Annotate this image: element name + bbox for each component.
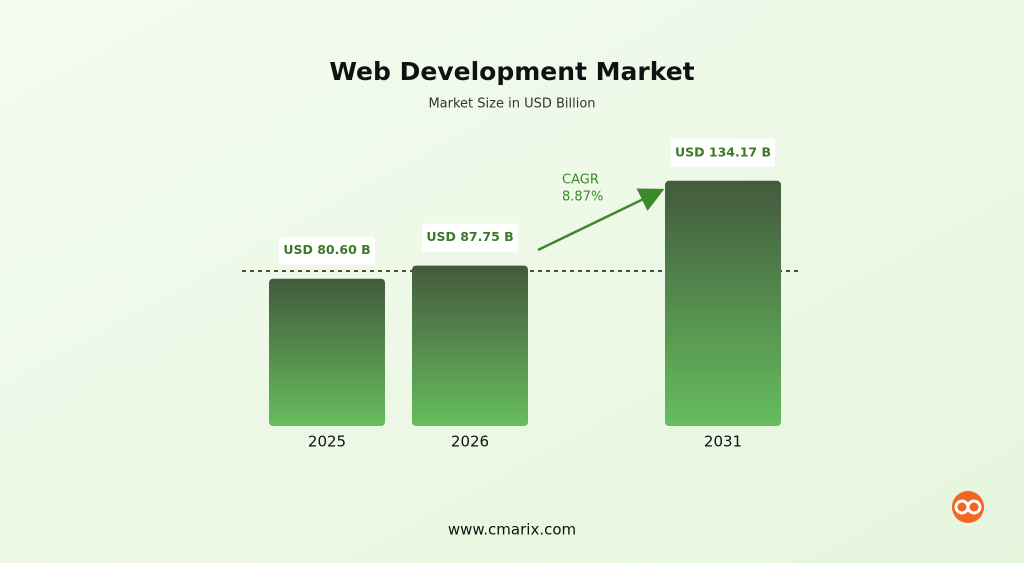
value-label-box: [671, 138, 775, 167]
growth-arrow: [537, 188, 665, 252]
value-label-box: [422, 223, 518, 252]
value-label: USD 87.75 B: [426, 229, 513, 244]
chart-subtitle: Market Size in USD Billion: [428, 97, 595, 112]
value-label: USD 134.17 B: [675, 144, 771, 159]
value-label: USD 80.60 B: [283, 242, 370, 257]
annotation: CAGR: [562, 173, 599, 188]
bar: [412, 265, 528, 426]
chart-title: Web Development Market: [329, 57, 694, 86]
footer: www.cmarix.com: [448, 521, 576, 539]
value-label-box: [279, 236, 375, 265]
bar: [269, 278, 385, 426]
annotation: 8.87%: [562, 190, 603, 205]
logo: [952, 491, 984, 523]
x-tick-label: 2031: [704, 433, 742, 451]
x-tick-label: 2025: [308, 433, 346, 451]
bar: [665, 180, 781, 426]
x-tick-label: 2026: [451, 433, 489, 451]
